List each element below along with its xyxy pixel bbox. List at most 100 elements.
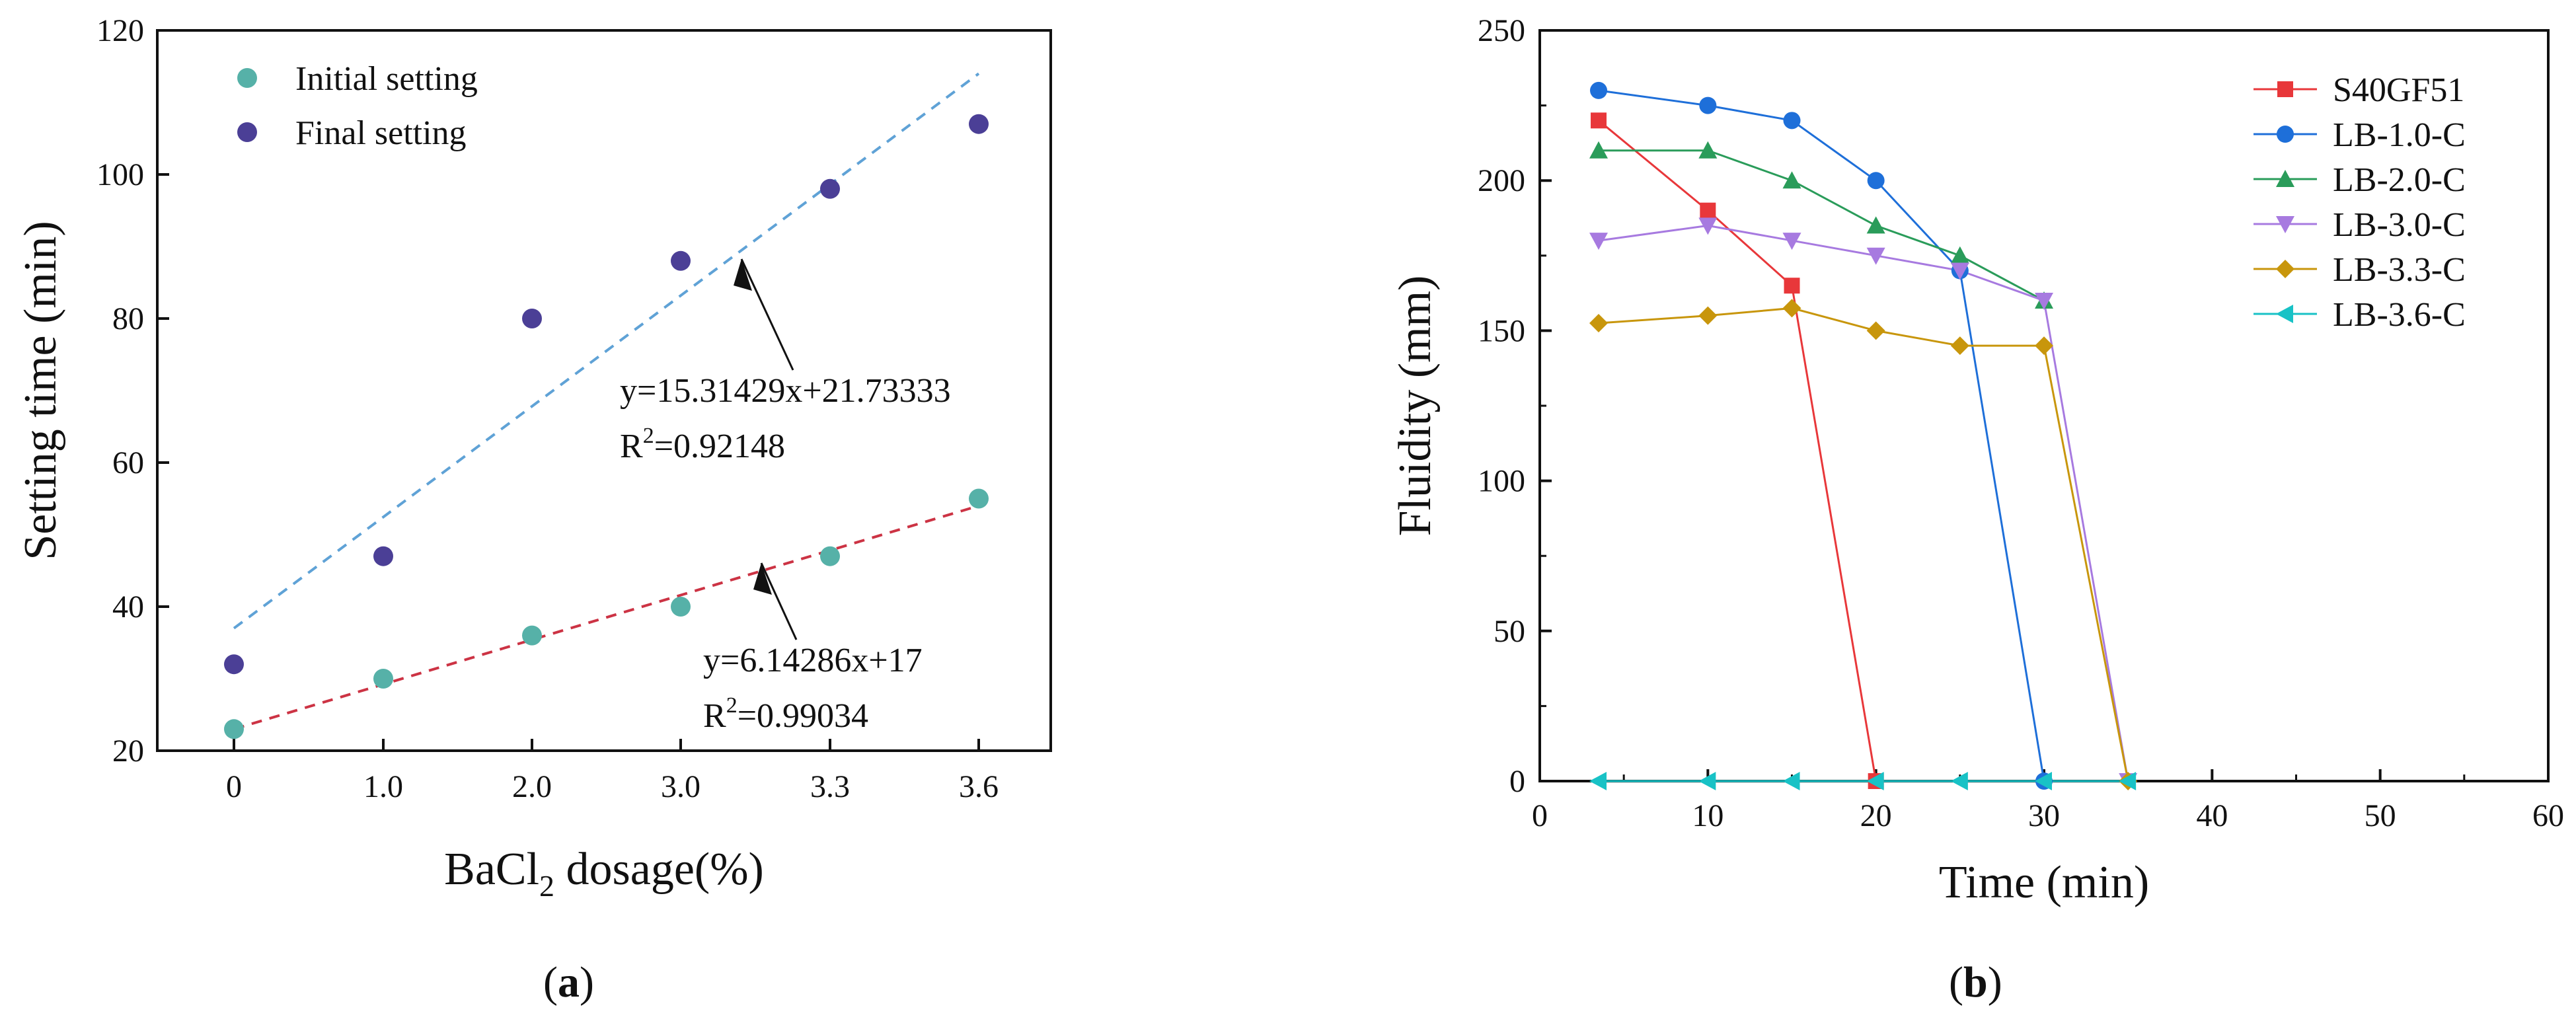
y-tick-label-100: 100 (96, 157, 144, 192)
annotation-arrow-final (740, 258, 794, 371)
legend-label-initial-setting: Initial setting (295, 60, 478, 98)
fit-line-final-setting (233, 72, 980, 630)
point-lb-3-6-c-t25 (1950, 772, 1968, 790)
panel-b-label: (b) (1949, 958, 2002, 1006)
point-lb-2-0-c-t3_5 (1589, 141, 1609, 159)
b-x-tick-label-20: 20 (1860, 798, 1892, 833)
x-tick-label-1-0: 1.0 (363, 769, 403, 804)
point-lb-1-0-c-t15 (1783, 112, 1801, 130)
point-final-setting-0 (224, 654, 244, 675)
y-tick-label-80: 80 (112, 301, 144, 336)
point-lb-3-6-c-t30 (2035, 772, 2052, 790)
point-lb-2-0-c-t15 (1782, 171, 1801, 189)
point-final-setting-2-0 (522, 309, 542, 328)
legend-marker-lb-1-0-c (2277, 126, 2294, 143)
point-lb-3-3-c-t3_5 (1589, 314, 1609, 333)
fit-line-initial-setting (233, 504, 979, 731)
legend-marker-s40gf51 (2277, 81, 2293, 97)
b-y-tick-label-150: 150 (1478, 313, 1525, 348)
b-y-tick-label-250: 250 (1478, 13, 1525, 48)
point-lb-3-3-c-t30 (2035, 336, 2053, 356)
panel-a-points (224, 114, 989, 739)
panel-b-y-axis-title: Fluidity (mm) (1390, 276, 1441, 537)
point-initial-setting-0 (224, 719, 244, 739)
b-x-tick-label-40: 40 (2196, 798, 2228, 833)
legend-label-s40gf51: S40GF51 (2333, 71, 2464, 109)
panel-a-annotations: y=15.31429x+21.73333 R2=0.92148 y=6.1428… (620, 258, 951, 735)
legend-label-lb-3-6-c: LB-3.6-C (2333, 296, 2466, 334)
x-tick-label-3-6: 3.6 (959, 769, 999, 804)
point-lb-3-6-c-t35 (2119, 772, 2137, 790)
series-line-s40gf51 (1598, 120, 1877, 782)
y-tick-label-20: 20 (112, 734, 144, 769)
b-x-tick-label-0: 0 (1532, 798, 1548, 833)
b-y-tick-label-50: 50 (1494, 614, 1525, 649)
point-lb-3-3-c-t20 (1866, 321, 1885, 340)
point-lb-3-6-c-t20 (1866, 772, 1884, 790)
b-x-tick-label-60: 60 (2532, 798, 2564, 833)
b-y-tick-label-200: 200 (1478, 163, 1525, 198)
point-lb-3-6-c-t15 (1782, 772, 1800, 790)
point-final-setting-1-0 (373, 546, 393, 566)
panel-a-ticks: 20 40 60 80 100 120 0 1.0 2.0 3.0 3.3 3.6 (96, 13, 999, 804)
annotation-arrowhead-final (734, 259, 752, 291)
point-lb-1-0-c-t10 (1699, 96, 1717, 114)
panel-a-fit-lines (233, 72, 980, 731)
annotation-initial-r2: R2=0.99034 (703, 693, 868, 735)
panel-a-y-axis-title: Setting time (min) (15, 221, 66, 560)
point-lb-2-0-c-t20 (1866, 216, 1885, 234)
legend-marker-initial-setting (237, 68, 257, 88)
b-x-tick-label-10: 10 (1692, 798, 1724, 833)
legend-marker-final-setting (237, 122, 257, 142)
legend-label-lb-3-0-c: LB-3.0-C (2333, 206, 2466, 244)
point-lb-3-3-c-t10 (1698, 306, 1718, 325)
point-lb-3-0-c-t30 (2035, 292, 2053, 310)
y-tick-label-40: 40 (112, 589, 144, 624)
point-lb-1-0-c-t3_5 (1590, 81, 1608, 99)
y-tick-label-60: 60 (112, 445, 144, 480)
panel-b-series (1589, 81, 2138, 790)
legend-label-lb-1-0-c: LB-1.0-C (2333, 116, 2466, 154)
series-line-lb-1-0-c (1598, 89, 2045, 782)
point-s40gf51-t15 (1784, 278, 1800, 294)
point-lb-2-0-c-t10 (1698, 141, 1718, 159)
x-tick-label-2-0: 2.0 (512, 769, 552, 804)
point-s40gf51-t3_5 (1591, 112, 1607, 129)
b-x-tick-label-50: 50 (2365, 798, 2396, 833)
panel-b-legend: S40GF51 LB-1.0-C LB-2.0-C LB-3.0-C LB-3.3-C L… (2254, 71, 2466, 334)
x-tick-label-3-0: 3.0 (661, 769, 701, 804)
panel-a-label: (a) (543, 958, 594, 1006)
point-initial-setting-1-0 (373, 669, 393, 689)
panel-a-x-axis-title: BaCl2 dosage(%) (444, 844, 764, 903)
point-final-setting-3-0 (671, 250, 691, 271)
legend-marker-lb-3-0-c (2276, 216, 2294, 233)
point-lb-3-6-c-t3_5 (1589, 772, 1607, 790)
point-s40gf51-t10 (1700, 202, 1716, 219)
point-lb-3-3-c-t25 (1950, 336, 1969, 356)
legend-marker-lb-2-0-c (2276, 170, 2294, 187)
b-y-tick-label-100: 100 (1478, 464, 1525, 499)
point-lb-3-0-c-t25 (1950, 262, 1969, 280)
point-initial-setting-3-0 (671, 597, 691, 617)
point-lb-3-6-c-t10 (1698, 772, 1716, 790)
point-lb-3-0-c-t15 (1782, 233, 1801, 250)
legend-label-lb-3-3-c: LB-3.3-C (2333, 251, 2466, 289)
point-lb-3-0-c-t20 (1866, 247, 1885, 265)
annotation-final-r2: R2=0.92148 (620, 424, 785, 465)
legend-label-final-setting: Final setting (295, 114, 467, 152)
legend-marker-lb-3-3-c (2276, 260, 2294, 278)
point-initial-setting-3-3 (820, 546, 840, 566)
legend-label-lb-2-0-c: LB-2.0-C (2333, 161, 2466, 199)
point-lb-3-0-c-t10 (1698, 217, 1718, 235)
point-lb-1-0-c-t20 (1867, 172, 1885, 190)
y-tick-label-120: 120 (96, 13, 144, 48)
panel-a-chart: 20 40 60 80 100 120 0 1.0 2.0 3.0 3.3 3.6 Initial s… (15, 13, 1052, 1006)
annotation-arrowhead-initial (753, 563, 772, 595)
series-line-lb-3-0-c (1598, 224, 2129, 782)
panel-b-ticks: 0 50 100 150 200 250 0 10 20 30 40 50 60 (1478, 13, 2564, 833)
point-final-setting-3-6 (969, 114, 989, 134)
panel-a-plot-frame (156, 29, 1052, 752)
b-x-tick-label-30: 30 (2028, 798, 2060, 833)
annotation-initial-equation: y=6.14286x+17 (703, 642, 923, 679)
